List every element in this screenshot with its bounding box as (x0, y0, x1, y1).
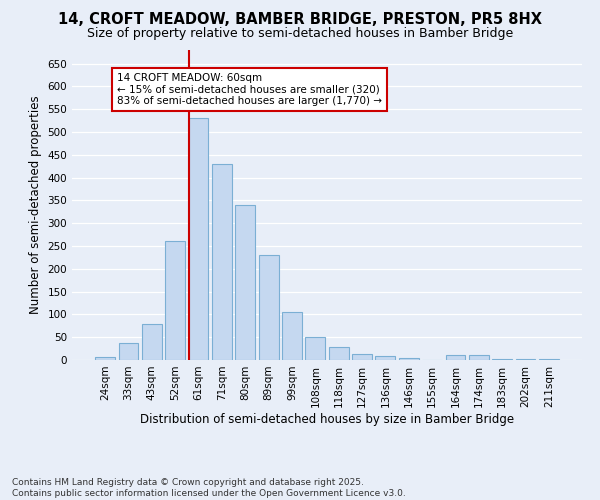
Text: 14, CROFT MEADOW, BAMBER BRIDGE, PRESTON, PR5 8HX: 14, CROFT MEADOW, BAMBER BRIDGE, PRESTON… (58, 12, 542, 28)
Bar (305, 337, 325, 360)
Bar (212, 164, 232, 360)
Bar (235, 205, 255, 360)
Y-axis label: Number of semi-detached properties: Number of semi-detached properties (29, 96, 42, 314)
Bar (95, 357, 115, 360)
Bar (259, 255, 278, 360)
Bar (119, 343, 139, 360)
Bar (352, 354, 372, 360)
Bar (515, 359, 535, 360)
Bar (142, 324, 162, 360)
Bar (399, 358, 419, 360)
Bar (539, 359, 559, 360)
Bar (329, 347, 349, 360)
Bar (282, 312, 302, 360)
Bar (469, 356, 489, 360)
Bar (376, 356, 395, 360)
Text: Size of property relative to semi-detached houses in Bamber Bridge: Size of property relative to semi-detach… (87, 28, 513, 40)
Text: Contains HM Land Registry data © Crown copyright and database right 2025.
Contai: Contains HM Land Registry data © Crown c… (12, 478, 406, 498)
Bar (188, 118, 208, 360)
Bar (492, 359, 512, 360)
Text: 14 CROFT MEADOW: 60sqm
← 15% of semi-detached houses are smaller (320)
83% of se: 14 CROFT MEADOW: 60sqm ← 15% of semi-det… (117, 73, 382, 106)
Bar (165, 242, 185, 360)
X-axis label: Distribution of semi-detached houses by size in Bamber Bridge: Distribution of semi-detached houses by … (140, 412, 514, 426)
Bar (446, 356, 466, 360)
